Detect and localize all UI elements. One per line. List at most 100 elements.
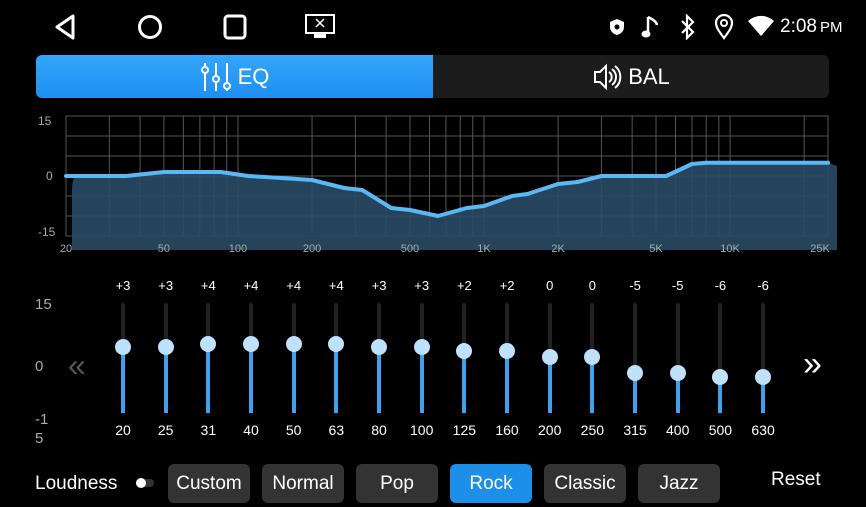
band-freq: 80 <box>371 422 387 438</box>
music-note-icon <box>641 15 659 38</box>
band-gain: -6 <box>714 278 727 293</box>
band-slider-fill <box>334 344 339 413</box>
band-freq: 200 <box>538 422 562 438</box>
slider-axis-mid: 0 <box>35 358 44 375</box>
band-slider-knob[interactable] <box>456 342 473 359</box>
graph-x-tick: 25K <box>810 243 830 255</box>
band-slider-track[interactable] <box>718 303 723 413</box>
clock: 2:08 PM <box>780 16 842 38</box>
tab-eq[interactable]: EQ <box>36 55 433 98</box>
band-slider-knob[interactable] <box>627 365 644 382</box>
band-slider-knob[interactable] <box>200 336 217 352</box>
graph-x-tick: 50 <box>157 243 171 255</box>
preset-pop-button[interactable]: Pop <box>356 464 438 503</box>
tab-bal[interactable]: BAL <box>433 55 829 98</box>
loudness-label: Loudness <box>35 473 118 494</box>
band-slider-fill <box>249 344 253 413</box>
band-freq: 160 <box>495 422 519 438</box>
clock-ampm: PM <box>819 19 843 36</box>
band-freq: 40 <box>243 422 259 438</box>
graph-x-tick: 1K <box>477 243 491 255</box>
band-slider-fill <box>633 373 638 413</box>
band-freq: 50 <box>285 422 302 438</box>
band-slider-knob[interactable] <box>243 336 259 352</box>
band-slider-knob[interactable] <box>541 349 558 365</box>
band-slider-knob[interactable] <box>371 339 388 356</box>
band-slider-track[interactable] <box>675 303 680 413</box>
band-freq: 500 <box>708 422 733 438</box>
band-slider-fill <box>291 344 296 413</box>
band-gain: +2 <box>499 278 515 293</box>
band-freq: 25 <box>157 422 174 438</box>
eq-curve-graph <box>64 115 837 250</box>
band-freq: 63 <box>328 422 345 438</box>
preset-normal-button[interactable]: Normal <box>262 464 344 503</box>
loudness-toggle[interactable] <box>136 478 154 488</box>
band-gain: +2 <box>456 278 472 293</box>
band-slider-knob[interactable] <box>584 349 601 365</box>
band-slider-fill <box>505 350 510 413</box>
location-icon <box>714 14 734 40</box>
prev-bands-button[interactable]: « <box>68 347 86 383</box>
home-icon[interactable] <box>137 14 163 40</box>
band-slider-fill <box>377 347 382 413</box>
preset-jazz-button[interactable]: Jazz <box>638 464 720 503</box>
band-gain: -6 <box>757 278 769 293</box>
band-slider-knob[interactable] <box>328 336 345 352</box>
band-freq: 31 <box>200 422 217 438</box>
band-slider-track[interactable] <box>633 303 638 413</box>
band-freq: 315 <box>623 422 647 438</box>
band-slider-knob[interactable] <box>115 339 131 356</box>
speaker-icon <box>594 63 622 90</box>
band-freq: 125 <box>452 422 477 438</box>
band-slider-knob[interactable] <box>712 368 729 385</box>
graph-x-tick: 10K <box>720 243 740 255</box>
graph-x-tick: 100 <box>228 243 248 255</box>
band-freq: 250 <box>580 422 605 438</box>
band-freq: 100 <box>410 422 434 438</box>
band-gain: +4 <box>328 278 344 293</box>
band-slider-fill <box>163 347 168 413</box>
reset-button[interactable]: Reset <box>771 469 821 490</box>
equalizer-icon <box>200 62 231 91</box>
band-slider-fill <box>121 347 125 413</box>
graph-x-tick: 2K <box>551 243 565 255</box>
curve-fill <box>66 162 837 250</box>
band-slider-knob[interactable] <box>755 368 772 385</box>
band-freq: 400 <box>666 422 690 438</box>
graph-x-tick: 5K <box>649 243 663 255</box>
band-slider-fill <box>462 350 467 413</box>
band-slider-fill <box>718 376 723 413</box>
band-slider-fill <box>675 373 680 413</box>
band-slider-knob[interactable] <box>499 342 516 359</box>
back-icon[interactable] <box>53 14 77 40</box>
preset-rock-button[interactable]: Rock <box>450 464 532 503</box>
band-slider-knob[interactable] <box>157 339 174 356</box>
shield-icon <box>610 19 624 35</box>
band-slider-knob[interactable] <box>669 365 686 382</box>
band-slider-fill <box>547 357 552 413</box>
band-slider-knob[interactable] <box>285 336 302 352</box>
preset-custom-button[interactable]: Custom <box>168 464 250 503</box>
tab-eq-label: EQ <box>237 63 270 89</box>
band-slider-fill <box>419 347 424 413</box>
graph-y-tick: 15 <box>38 114 52 128</box>
band-slider-fill <box>761 376 766 413</box>
graph-y-tick: 0 <box>46 169 53 183</box>
next-bands-button[interactable]: » <box>803 345 822 383</box>
band-slider-knob[interactable] <box>413 339 430 356</box>
band-gain: +3 <box>115 278 131 293</box>
wifi-icon <box>748 15 774 36</box>
recents-icon[interactable] <box>223 14 247 40</box>
band-slider-fill <box>206 344 211 413</box>
slider-axis-bottom-2: 5 <box>35 430 44 447</box>
graph-y-tick: -15 <box>38 225 56 239</box>
bluetooth-icon <box>681 14 695 40</box>
screen-off-icon[interactable] <box>305 14 335 40</box>
graph-x-tick: 20 <box>59 243 73 255</box>
band-slider-track[interactable] <box>761 303 766 413</box>
band-gain: -5 <box>629 278 641 293</box>
preset-classic-button[interactable]: Classic <box>544 464 626 503</box>
band-gain: +3 <box>158 278 174 293</box>
graph-x-tick: 500 <box>400 243 420 255</box>
